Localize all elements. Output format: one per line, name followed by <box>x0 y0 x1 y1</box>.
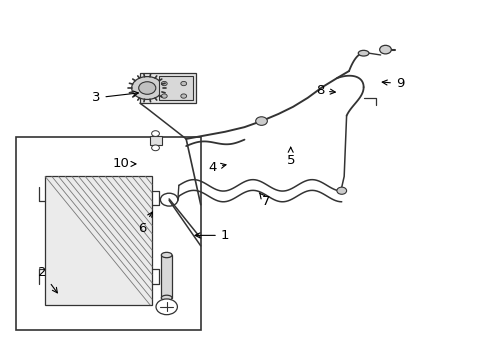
Text: 8: 8 <box>315 84 335 97</box>
Bar <box>16 137 201 330</box>
Circle shape <box>336 187 346 194</box>
Ellipse shape <box>161 252 172 258</box>
Ellipse shape <box>358 50 368 56</box>
Ellipse shape <box>161 295 172 301</box>
Bar <box>161 255 172 298</box>
Text: 1: 1 <box>195 229 229 242</box>
Circle shape <box>161 81 167 86</box>
Circle shape <box>255 117 267 125</box>
Bar <box>140 73 196 103</box>
Text: 9: 9 <box>382 77 404 90</box>
Text: 2: 2 <box>39 266 57 293</box>
Circle shape <box>379 45 390 54</box>
Text: 10: 10 <box>112 157 136 170</box>
Text: 7: 7 <box>259 193 270 208</box>
Circle shape <box>161 94 167 98</box>
Circle shape <box>156 299 177 315</box>
Bar <box>149 136 162 145</box>
Circle shape <box>139 82 156 94</box>
Circle shape <box>181 94 186 98</box>
Circle shape <box>181 81 186 86</box>
Bar <box>45 176 152 305</box>
Text: 4: 4 <box>208 161 225 174</box>
Text: 6: 6 <box>138 212 152 235</box>
Text: 3: 3 <box>92 91 138 104</box>
Bar <box>159 76 193 100</box>
Text: 5: 5 <box>286 147 294 167</box>
Circle shape <box>151 131 159 136</box>
Circle shape <box>131 77 163 99</box>
Circle shape <box>151 145 159 151</box>
